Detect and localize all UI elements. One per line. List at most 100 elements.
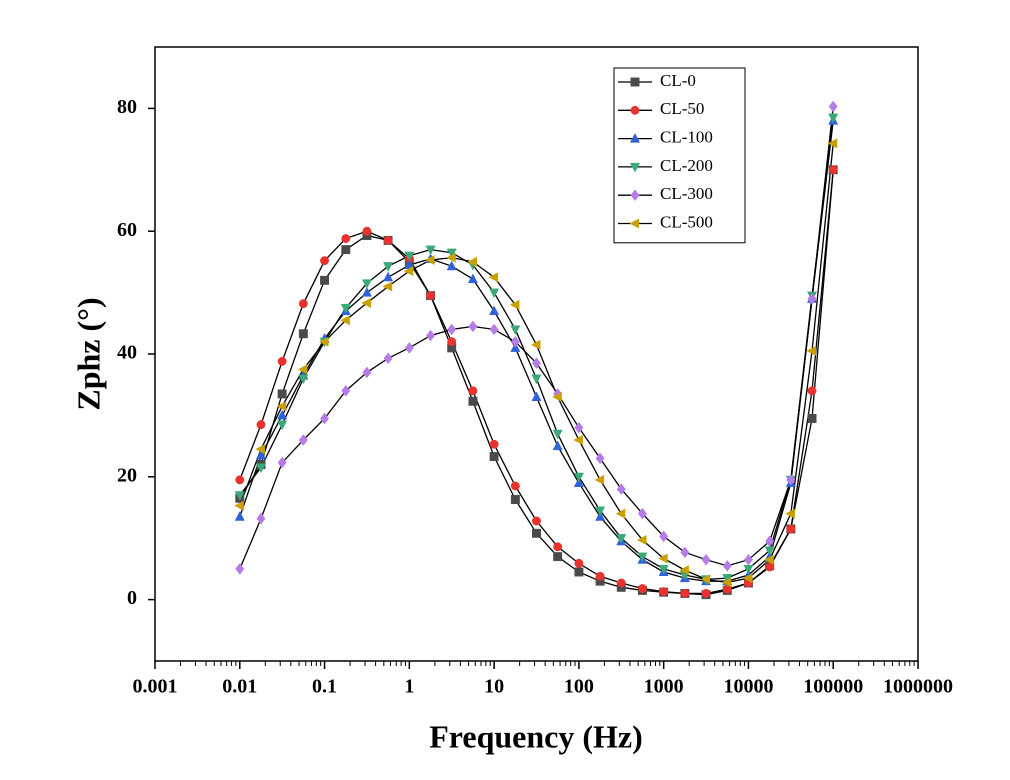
marker [383,262,394,272]
marker [828,113,839,124]
marker [552,391,562,403]
marker [532,528,541,538]
marker [446,248,457,259]
marker [446,252,456,263]
marker [532,516,541,526]
marker [341,384,351,397]
marker [235,475,245,485]
marker [468,386,478,396]
marker [615,508,626,519]
marker [318,336,329,347]
marker [531,357,541,370]
marker [764,554,774,565]
marker [658,564,669,575]
y-axis-label: Zphz (°) [70,297,106,410]
marker [574,558,584,568]
marker [467,273,478,284]
x-tick-label: 10 [484,676,504,698]
marker [721,577,732,588]
marker [743,553,753,566]
marker [807,414,817,423]
x-tick-label: 1000000 [883,676,953,698]
marker [361,298,371,309]
marker [742,573,753,584]
marker [277,356,287,366]
x-tick-label: 10000 [723,676,773,698]
marker [806,345,817,356]
marker [276,401,287,412]
marker [765,562,775,572]
marker [320,412,330,425]
marker [404,341,414,354]
marker [531,391,542,402]
marker [403,266,414,277]
x-tick-label: 100 [564,676,594,698]
marker [234,511,245,521]
marker [256,512,266,525]
marker [510,335,520,348]
y-tick-label: 80 [117,96,137,118]
marker [488,272,499,283]
marker [361,279,372,289]
marker [553,552,563,562]
marker [255,444,266,455]
marker [658,553,668,564]
y-tick-label: 0 [127,587,137,609]
marker [341,245,351,255]
marker [630,105,640,115]
legend-box [613,67,746,244]
marker [573,434,583,445]
marker [553,542,563,552]
plot-frame [154,46,919,662]
marker [680,589,690,598]
marker [489,439,499,449]
marker [404,251,415,262]
marker [425,245,436,256]
marker [827,138,838,149]
marker [629,218,640,229]
marker [510,481,520,491]
marker [595,452,605,465]
marker [383,271,394,282]
marker [468,396,478,406]
marker [320,275,330,285]
marker [616,578,626,588]
marker [765,535,775,548]
legend-label: CL-200 [660,156,713,175]
marker [362,366,372,379]
marker [629,133,641,143]
marker [510,495,520,504]
marker [362,226,372,236]
marker [786,473,796,486]
marker [424,255,435,266]
marker [234,500,244,511]
y-tick-label: 40 [117,342,137,364]
marker [277,389,287,399]
marker [700,574,711,585]
marker [382,281,393,292]
marker [531,374,542,385]
marker [595,571,605,581]
marker [255,449,267,460]
marker [616,534,627,544]
marker [447,337,457,347]
marker [383,235,393,245]
marker [552,440,563,451]
marker [659,530,669,543]
marker [467,256,477,267]
marker [489,305,500,316]
legend-label: CL-500 [660,212,713,231]
marker [468,320,478,333]
x-tick-label: 1 [404,676,414,698]
marker [320,256,330,266]
marker [807,292,817,305]
marker [659,587,669,597]
marker [341,234,351,244]
x-tick-label: 0.1 [312,676,337,698]
marker [636,535,647,546]
marker [446,260,457,271]
marker [574,421,584,434]
marker [616,483,626,495]
x-tick-label: 100000 [803,676,863,698]
